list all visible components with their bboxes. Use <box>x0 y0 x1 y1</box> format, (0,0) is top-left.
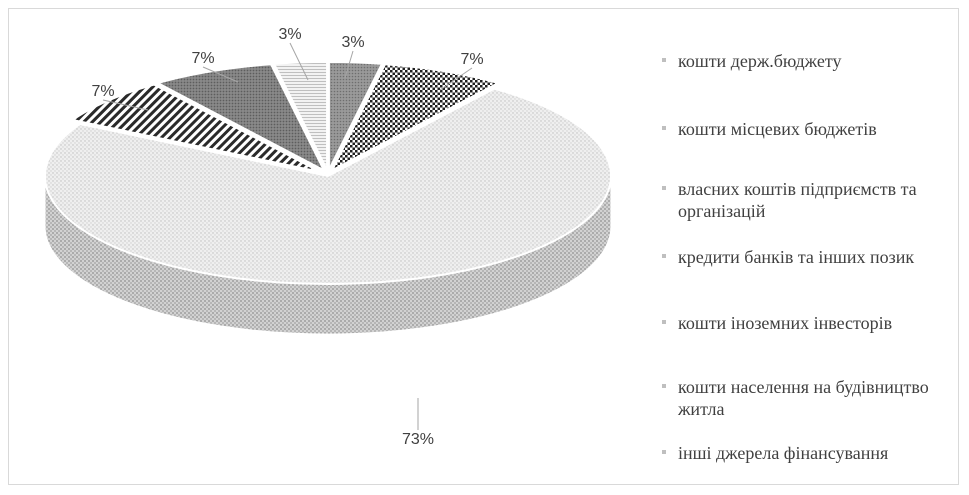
legend-label: кредити банків та інших позик <box>678 247 915 267</box>
legend-label: кошти населення на будівництво житла <box>678 377 929 419</box>
slice-percent-label: 73% <box>402 431 434 448</box>
legend-swatch <box>662 58 666 62</box>
legend-label: кошти місцевих бюджетів <box>678 119 877 139</box>
legend-swatch <box>662 186 666 190</box>
legend-swatch <box>662 450 666 454</box>
pie-slice <box>154 63 327 173</box>
legend-swatch <box>662 126 666 130</box>
pie-slice <box>327 60 384 171</box>
legend-label: інші джерела фінансування <box>678 443 889 463</box>
slice-percent-label: 3% <box>341 34 364 51</box>
leader-line <box>439 67 473 91</box>
leader-line <box>202 66 239 83</box>
pie-slice <box>272 60 329 171</box>
legend-label: кошти іноземних інвесторів <box>678 313 893 333</box>
slice-percent-label: 7% <box>460 51 483 68</box>
pie-slice <box>44 87 612 285</box>
slice-percent-label: 3% <box>278 26 301 43</box>
legend-label: кошти держ.бюджету <box>678 51 842 71</box>
legend-swatch <box>662 320 666 324</box>
slice-percent-label: 7% <box>91 83 114 100</box>
pie-slice <box>70 83 321 173</box>
pie-slice <box>329 63 502 173</box>
leader-line <box>289 42 309 81</box>
slice-percent-label: 7% <box>191 50 214 67</box>
legend-swatch <box>662 384 666 388</box>
chart-legend: кошти держ.бюджету кошти місцевих бюджеті… <box>662 50 962 470</box>
legend-label: власних коштів підприємств та організаці… <box>678 179 917 221</box>
legend-swatch <box>662 254 666 258</box>
leader-line <box>344 50 354 79</box>
leader-line <box>102 99 149 111</box>
